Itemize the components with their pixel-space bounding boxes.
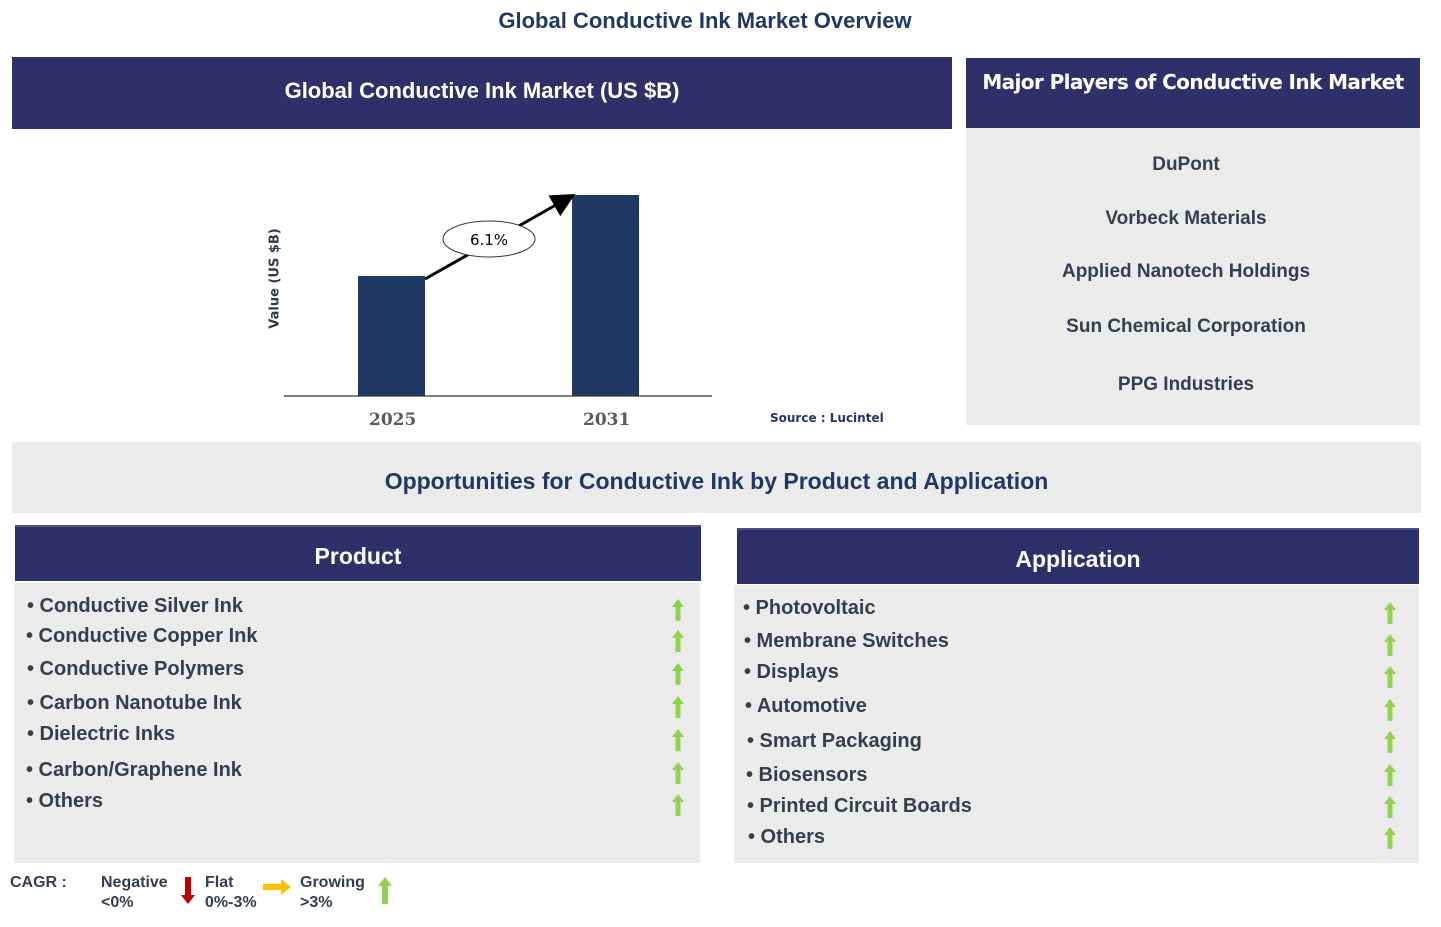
product-item: • Dielectric Inks (27, 723, 176, 745)
chart-panel-title: Global Conductive Ink Market (US $B) (12, 57, 952, 129)
application-item: • Printed Circuit Boards (747, 795, 972, 817)
up-arrow-icon (672, 762, 684, 784)
up-arrow-icon (1384, 634, 1396, 656)
cagr-value: 6.1% (470, 231, 508, 249)
page-title: Global Conductive Ink Market Overview (498, 8, 912, 33)
product-header: Product (15, 525, 701, 581)
up-arrow-icon (672, 696, 684, 718)
application-item: • Smart Packaging (747, 730, 922, 752)
player-item: DuPont (1152, 154, 1220, 175)
product-item: • Others (26, 790, 104, 812)
player-item: Vorbeck Materials (1105, 208, 1267, 229)
product-item: • Conductive Polymers (27, 658, 245, 680)
up-arrow-icon (1384, 731, 1396, 753)
up-arrow-icon (672, 663, 684, 685)
legend-label: CAGR : (10, 874, 67, 891)
up-arrow-icon (1384, 666, 1396, 688)
legend-negative: Negative <0% (101, 873, 168, 913)
legend-flat-label: Flat (205, 874, 234, 891)
application-item: • Automotive (745, 695, 867, 717)
product-item: • Carbon/Graphene Ink (26, 759, 242, 781)
legend-flat: Flat 0%-3% (205, 873, 257, 913)
up-arrow-icon (378, 877, 392, 904)
application-header: Application (737, 528, 1419, 584)
x-tick-2025: 2025 (369, 410, 417, 430)
legend-flat-range: 0%-3% (205, 894, 257, 911)
player-item: PPG Industries (1117, 374, 1255, 395)
product-item: • Carbon Nanotube Ink (27, 692, 242, 714)
bar-2025 (358, 276, 425, 396)
up-arrow-icon (672, 794, 684, 816)
opportunities-title: Opportunities for Conductive Ink by Prod… (12, 442, 1421, 513)
application-item: • Membrane Switches (744, 630, 949, 652)
application-item: • Displays (744, 661, 839, 683)
product-list: • Conductive Silver Ink • Conductive Cop… (14, 583, 700, 863)
up-arrow-icon (672, 729, 684, 751)
application-item: • Photovoltaic (743, 597, 876, 619)
up-arrow-icon (1384, 699, 1396, 721)
legend-growing-range: >3% (300, 894, 333, 911)
right-arrow-icon (263, 879, 291, 895)
legend-negative-range: <0% (101, 894, 134, 911)
bar-2031 (572, 195, 639, 396)
bar-chart: 6.1% (284, 194, 712, 397)
up-arrow-icon (1384, 764, 1396, 786)
x-tick-2031: 2031 (583, 410, 631, 430)
down-arrow-icon (181, 877, 195, 904)
application-item: • Biosensors (746, 764, 868, 786)
up-arrow-icon (672, 630, 684, 652)
players-list: DuPont Vorbeck Materials Applied Nanotec… (966, 128, 1420, 425)
up-arrow-icon (1384, 796, 1396, 818)
legend-negative-label: Negative (101, 874, 168, 891)
application-list: • Photovoltaic • Membrane Switches • Dis… (734, 585, 1419, 863)
up-arrow-icon (1384, 602, 1396, 624)
product-item: • Conductive Silver Ink (27, 595, 243, 617)
legend-growing-label: Growing (300, 874, 365, 891)
legend-growing: Growing >3% (300, 873, 365, 913)
player-item: Applied Nanotech Holdings (1061, 261, 1311, 282)
product-item: • Conductive Copper Ink (26, 625, 258, 647)
source-note: Source : Lucintel (770, 411, 884, 425)
application-item: • Others (748, 826, 826, 848)
up-arrow-icon (1384, 827, 1396, 849)
cagr-ellipse (442, 220, 536, 258)
player-item: Sun Chemical Corporation (1066, 316, 1306, 337)
players-title: Major Players of Conductive Ink Market (966, 58, 1420, 128)
up-arrow-icon (672, 599, 684, 621)
